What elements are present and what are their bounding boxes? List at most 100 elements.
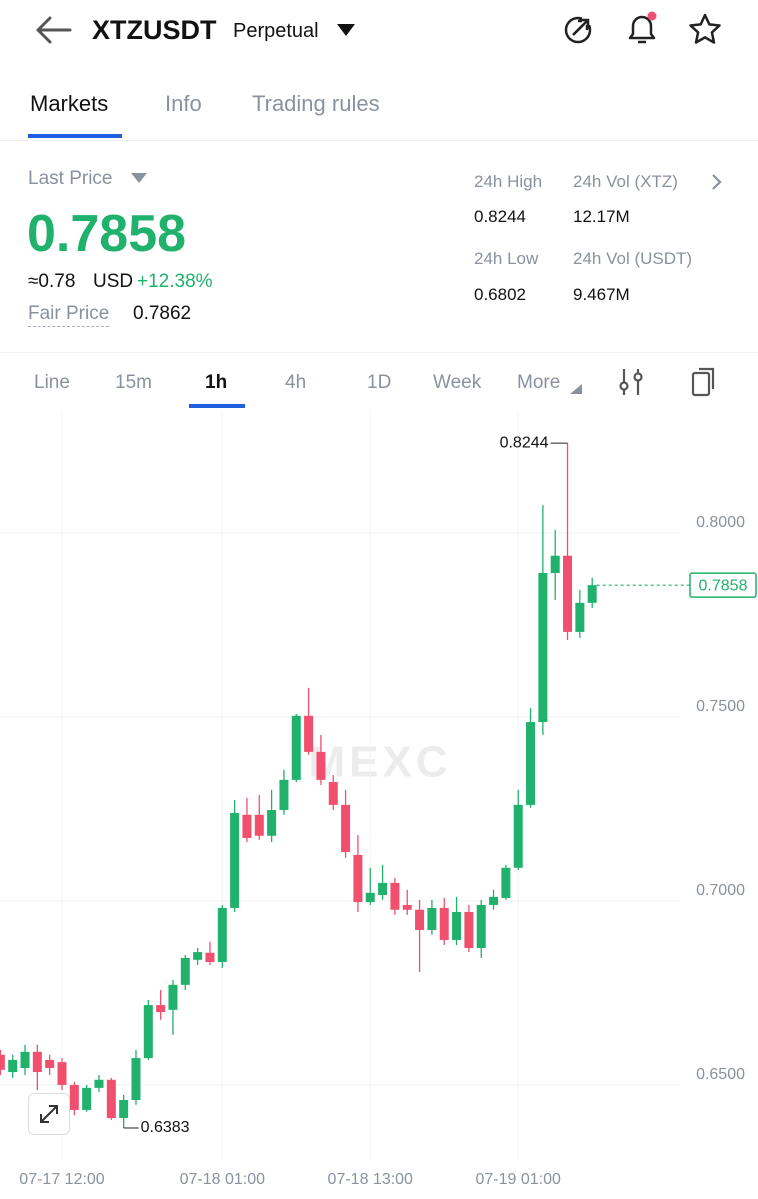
- stat-value: 9.467M: [573, 285, 630, 304]
- candle-body: [452, 911, 462, 940]
- candle-body: [254, 814, 264, 836]
- candle-body: [242, 814, 252, 838]
- annotation: 0.8244: [500, 434, 549, 451]
- stat-label: 24h Vol (XTZ): [573, 172, 678, 191]
- candle-body: [279, 779, 289, 811]
- candle-body: [563, 555, 573, 632]
- candle-body: [587, 585, 597, 603]
- tab-trading-rules[interactable]: Trading rules: [252, 91, 380, 116]
- indicator-settings-icon[interactable]: [618, 367, 644, 397]
- interval[interactable]: 15m: [115, 372, 152, 393]
- contract-type[interactable]: Perpetual: [233, 20, 319, 42]
- copy-icon[interactable]: [690, 366, 718, 398]
- candle-body: [0, 1054, 5, 1070]
- stat-label: 24h Low: [474, 249, 539, 268]
- stat-value: 0.6802: [474, 285, 526, 304]
- candle-body: [427, 907, 437, 930]
- last-price: 0.7858: [27, 205, 187, 263]
- candle-body: [476, 904, 486, 949]
- y-tick-label: 0.6500: [696, 1066, 745, 1083]
- currency: USD: [93, 271, 134, 292]
- candle-body: [316, 751, 326, 780]
- tab-indicator: [28, 134, 122, 138]
- y-tick-label: 0.7500: [696, 698, 745, 715]
- watermark: MEXC: [308, 738, 451, 787]
- stat-label: 24h High: [474, 172, 543, 191]
- price-tag: [689, 572, 757, 598]
- interval[interactable]: 1D: [367, 372, 392, 393]
- candle-body: [365, 892, 375, 903]
- candle-body: [168, 984, 178, 1010]
- candle-body: [328, 782, 338, 805]
- candle-body: [193, 952, 203, 960]
- price-tag-label: 0.7858: [699, 577, 748, 594]
- candle-body: [82, 1087, 92, 1110]
- tab-info[interactable]: Info: [165, 91, 202, 116]
- candle-body: [341, 804, 351, 852]
- stat-value: 0.8244: [474, 207, 526, 226]
- interval[interactable]: More: [517, 372, 561, 393]
- expand-button[interactable]: [28, 1093, 70, 1135]
- last-price-label[interactable]: Last Price: [28, 168, 113, 189]
- interval[interactable]: Week: [433, 372, 482, 393]
- candle-body: [489, 896, 499, 905]
- divider: [0, 140, 758, 141]
- candle-body: [439, 907, 449, 940]
- stat-label: 24h Vol (USDT): [573, 249, 693, 268]
- interval-indicator: [189, 404, 245, 408]
- candle-body: [205, 952, 215, 963]
- candle-body: [230, 812, 240, 908]
- candle-body: [180, 957, 190, 985]
- candle-body: [267, 810, 277, 836]
- candle-body: [217, 907, 227, 963]
- dropdown-icon[interactable]: [337, 24, 355, 36]
- interval-active[interactable]: 1h: [205, 372, 228, 393]
- expand-icon[interactable]: [29, 1094, 69, 1134]
- candle-body: [291, 715, 301, 780]
- candle-body: [538, 573, 548, 723]
- candle-body: [378, 882, 388, 896]
- interval[interactable]: Line: [34, 372, 70, 393]
- candle-body: [45, 1059, 55, 1068]
- stat-value: 12.17M: [573, 207, 630, 226]
- candle-body: [402, 904, 412, 910]
- candle-body: [131, 1058, 141, 1101]
- candle-body: [57, 1062, 67, 1085]
- candle-body: [464, 911, 474, 949]
- x-tick-label: 07-17 12:00: [19, 1171, 105, 1188]
- candle-body: [32, 1051, 42, 1073]
- symbol[interactable]: XTZUSDT: [92, 15, 217, 45]
- candle-body: [20, 1051, 30, 1068]
- candle-body: [143, 1005, 153, 1059]
- chevron-icon[interactable]: [710, 173, 724, 191]
- candle-body: [526, 722, 536, 805]
- annotation: 0.6383: [141, 1119, 190, 1136]
- fair-price-label[interactable]: Fair Price: [28, 304, 110, 327]
- favorite-icon[interactable]: [688, 13, 722, 45]
- fair-price: 0.7862: [133, 303, 192, 324]
- y-tick-label: 0.7000: [696, 882, 745, 899]
- notification-icon[interactable]: [625, 11, 659, 47]
- candle-body: [390, 882, 400, 910]
- candle-body: [353, 854, 363, 903]
- candle-body: [106, 1079, 116, 1119]
- dropdown-icon[interactable]: [131, 173, 147, 183]
- back-button[interactable]: [34, 14, 72, 46]
- candle-body: [550, 555, 560, 574]
- candle-body: [69, 1084, 79, 1110]
- more-icon[interactable]: [570, 384, 582, 394]
- x-tick-label: 07-19 01:00: [476, 1171, 562, 1188]
- x-tick-label: 07-18 13:00: [328, 1171, 414, 1188]
- candle-body: [513, 804, 523, 868]
- share-icon[interactable]: [562, 13, 594, 45]
- candle-body: [501, 867, 511, 898]
- x-tick-label: 07-18 01:00: [180, 1171, 266, 1188]
- interval[interactable]: 4h: [285, 372, 307, 393]
- approx-price: ≈0.78: [28, 271, 76, 292]
- candle-body: [119, 1100, 129, 1119]
- divider: [0, 352, 758, 353]
- candle-body: [8, 1059, 18, 1073]
- tab-markets[interactable]: Markets: [30, 91, 109, 116]
- y-tick-label: 0.8000: [696, 514, 745, 531]
